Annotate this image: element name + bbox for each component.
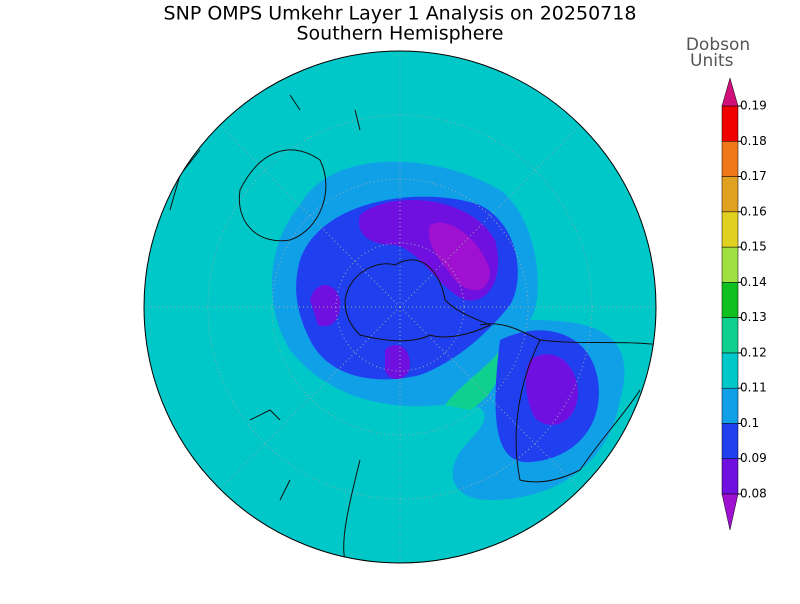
- colorbar-tick-label: 0.1: [740, 416, 759, 430]
- colorbar-tick-label: 0.09: [740, 451, 767, 465]
- colorbar-under: [721, 493, 739, 531]
- colorbar-tick-label: 0.18: [740, 134, 767, 148]
- subtitle: Southern Hemisphere: [296, 23, 503, 45]
- colorbar-tick-label: 0.13: [740, 310, 767, 324]
- colorbar-segment: [721, 317, 739, 354]
- title: SNP OMPS Umkehr Layer 1 Analysis on 2025…: [164, 3, 637, 25]
- colorbar-segment: [721, 387, 739, 424]
- colorbar-tick-label: 0.08: [740, 487, 767, 501]
- colorbar-segment: [721, 282, 739, 318]
- colorbar-segment: [721, 176, 739, 213]
- colorbar-tick-label: 0.11: [740, 381, 767, 395]
- colorbar-tick-label: 0.17: [740, 169, 767, 183]
- colorbar-label: Dobson: [686, 35, 750, 55]
- map: [143, 50, 657, 564]
- colorbar-segment: [721, 352, 739, 389]
- colorbar-tick-label: 0.16: [740, 204, 767, 218]
- colorbar-tick-label: 0.14: [740, 275, 767, 289]
- colorbar-segment: [721, 246, 739, 283]
- colorbar-segment: [721, 141, 739, 177]
- colorbar-over: [721, 77, 739, 107]
- colorbar-segment: [721, 423, 739, 459]
- colorbar-label: Units: [690, 51, 734, 71]
- colorbar-segment: [721, 211, 739, 248]
- colorbar-tick-label: 0.15: [740, 240, 767, 254]
- colorbar-segment: [721, 458, 739, 495]
- colorbar-segment: [721, 105, 739, 142]
- colorbar-tick-label: 0.12: [740, 345, 767, 359]
- colorbar-tick-label: 0.19: [740, 99, 767, 113]
- colorbar: Dobson Units 0.08 0.09 0.1 0.11 0.12 0.13 0.14…: [686, 35, 767, 531]
